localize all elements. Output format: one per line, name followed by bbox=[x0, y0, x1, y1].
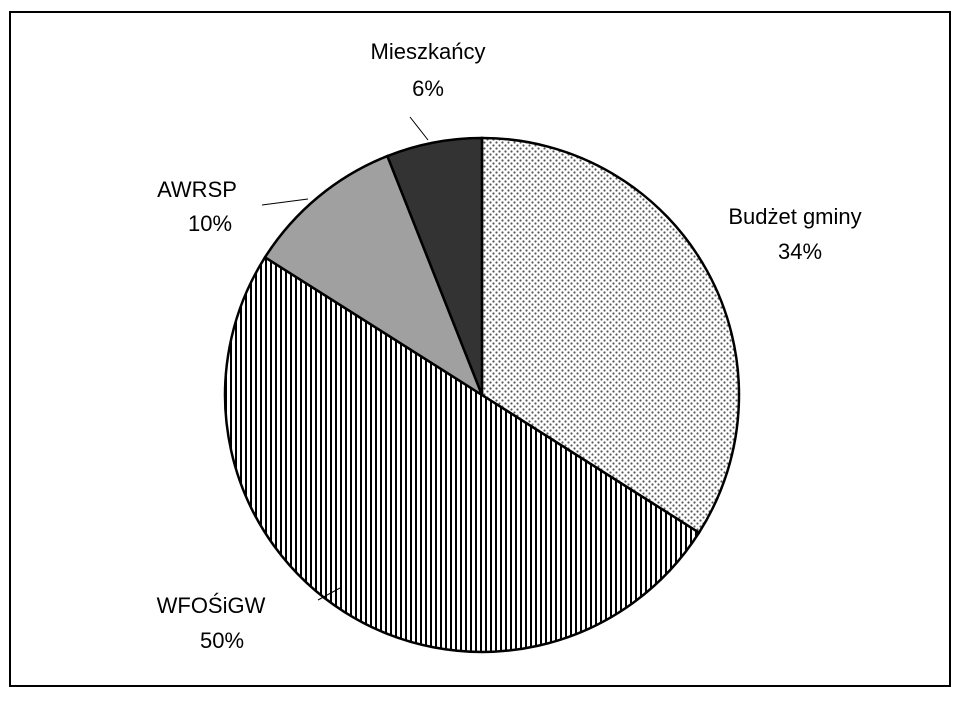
slice-value-label: 6% bbox=[412, 76, 444, 101]
leader-line bbox=[317, 587, 341, 601]
slice-value-label: 10% bbox=[188, 211, 232, 236]
slice-label: Budżet gminy bbox=[728, 204, 861, 229]
slice-value-label: 50% bbox=[200, 628, 244, 653]
pie-slice bbox=[480, 136, 741, 535]
leader-line bbox=[409, 116, 429, 141]
slice-label: AWRSP bbox=[157, 177, 237, 202]
pie-slice bbox=[385, 136, 484, 396]
pie-slice bbox=[224, 255, 701, 653]
leader-line bbox=[261, 198, 309, 206]
slice-label: Mieszkańcy bbox=[371, 39, 486, 64]
slice-value-label: 34% bbox=[778, 239, 822, 264]
slice-label: WFOŚiGW bbox=[157, 593, 266, 618]
pie-slice bbox=[263, 154, 485, 399]
